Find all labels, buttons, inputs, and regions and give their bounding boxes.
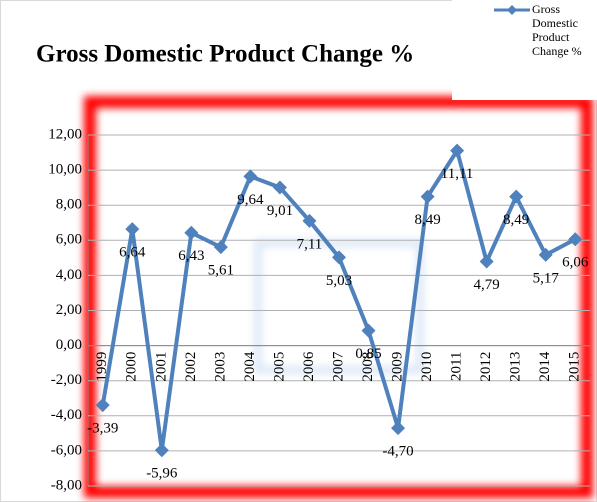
data-label: 8,49: [414, 212, 440, 228]
data-label: -3,39: [87, 421, 118, 437]
data-marker: [95, 398, 110, 413]
y-tick-label: 12,00: [48, 126, 82, 142]
data-label: 8,49: [503, 212, 529, 228]
data-label: -4,70: [382, 444, 413, 460]
data-marker: [479, 254, 494, 269]
x-tick-label: 2014: [537, 351, 553, 382]
x-tick-label: 2007: [330, 351, 346, 382]
data-label: 9,01: [267, 203, 293, 219]
y-tick-label: -2,00: [51, 372, 82, 388]
x-tick-label: 2009: [389, 352, 405, 382]
x-tick-label: 2000: [124, 352, 140, 382]
data-label: 0,85: [355, 346, 381, 362]
x-tick-label: 2010: [419, 352, 435, 382]
x-tick-label: 2008: [360, 352, 376, 382]
data-marker: [391, 421, 406, 436]
data-label: -5,96: [146, 466, 178, 482]
legend-swatch: [494, 5, 530, 15]
data-label: 6,43: [178, 248, 204, 264]
x-tick-label: 2011: [449, 352, 465, 381]
highlight-frame: [84, 96, 593, 498]
data-label: 5,17: [533, 270, 560, 286]
y-tick-label: 4,00: [56, 267, 82, 283]
y-tick-label: 0,00: [56, 337, 82, 353]
data-marker: [450, 143, 465, 158]
y-tick-label: -8,00: [51, 477, 82, 493]
data-marker: [243, 169, 258, 184]
chart-title: Gross Domestic Product Change %: [36, 41, 414, 68]
data-marker: [125, 222, 140, 237]
data-marker: [420, 189, 435, 204]
data-label: 11,11: [441, 166, 474, 182]
highlight-box: [254, 239, 424, 374]
data-label: 9,64: [237, 192, 264, 208]
data-label: 5,03: [326, 273, 352, 289]
data-marker: [302, 213, 317, 228]
x-tick-label: 2002: [183, 352, 199, 382]
data-marker: [568, 232, 583, 247]
x-tick-label: 2004: [242, 351, 258, 382]
y-tick-label: -6,00: [51, 442, 82, 458]
y-tick-label: 2,00: [56, 302, 82, 318]
x-tick-label: 2015: [567, 352, 583, 382]
x-tick-label: 2001: [153, 352, 169, 382]
y-tick-label: 6,00: [56, 232, 82, 248]
series-line: [100, 148, 577, 453]
y-tick-label: 8,00: [56, 197, 82, 213]
x-tick-label: 2012: [478, 352, 494, 382]
data-label: 7,11: [297, 236, 323, 252]
data-marker: [538, 247, 553, 262]
x-tick-label: 2013: [508, 352, 524, 382]
data-marker: [361, 323, 376, 338]
data-marker: [184, 225, 199, 240]
data-label: 5,61: [208, 263, 234, 279]
data-marker: [332, 250, 346, 265]
data-label: 6,06: [562, 255, 589, 271]
legend: Gross Domestic Product Change %: [452, 0, 597, 100]
y-tick-label: -4,00: [51, 407, 82, 423]
data-marker: [272, 180, 287, 195]
x-tick-label: 2005: [271, 352, 287, 382]
legend-label: Gross Domestic Product Change %: [532, 2, 582, 58]
data-marker: [213, 240, 228, 255]
data-marker: [154, 443, 169, 458]
data-label: 6,64: [119, 245, 146, 261]
data-label: 4,79: [474, 277, 500, 293]
x-tick-label: 2003: [212, 352, 228, 382]
data-marker: [509, 189, 524, 204]
y-tick-label: 10,00: [48, 162, 82, 178]
x-tick-label: 2006: [301, 351, 317, 382]
